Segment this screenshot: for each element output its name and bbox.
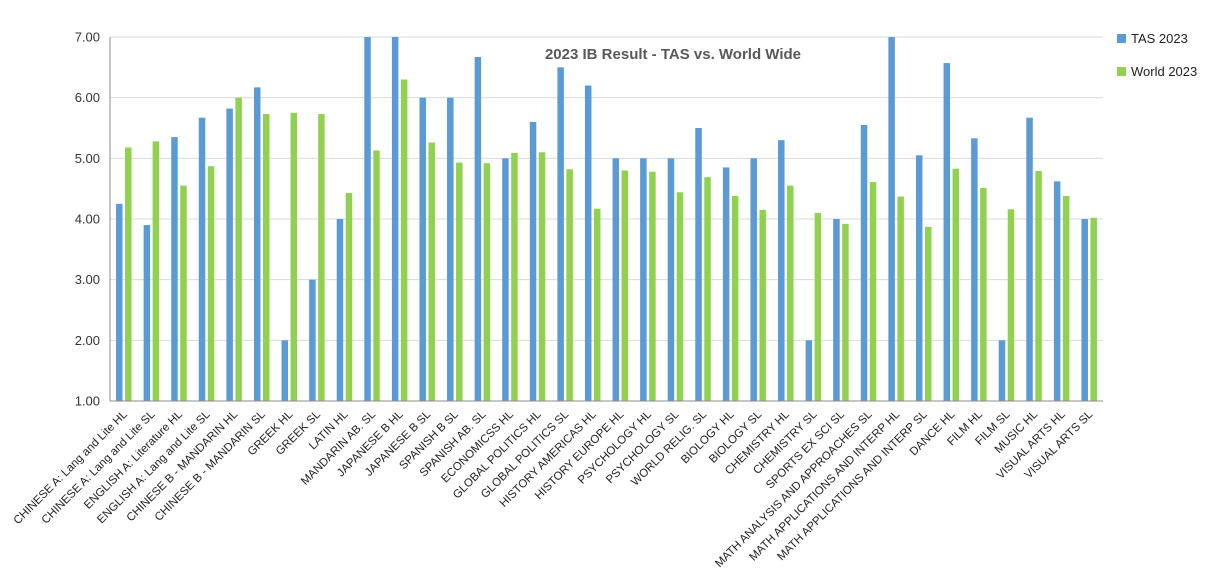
y-tick-label: 2.00 bbox=[75, 333, 100, 348]
bar-world-29 bbox=[924, 226, 932, 401]
bar-tas-15 bbox=[529, 121, 537, 402]
bar-world-6 bbox=[290, 112, 298, 401]
bar-world-19 bbox=[649, 171, 656, 401]
bar-world-27 bbox=[869, 181, 877, 401]
bar-tas-25 bbox=[805, 340, 813, 401]
bar-world-1 bbox=[152, 141, 160, 401]
bar-tas-8 bbox=[336, 219, 344, 401]
bar-world-9 bbox=[373, 150, 380, 401]
bar-tas-32 bbox=[998, 340, 1006, 401]
bar-world-23 bbox=[759, 209, 766, 401]
bar-world-30 bbox=[952, 168, 960, 401]
bar-world-31 bbox=[980, 188, 987, 401]
bar-world-11 bbox=[428, 142, 435, 401]
bar-world-34 bbox=[1062, 195, 1070, 401]
bar-tas-21 bbox=[695, 128, 702, 401]
bar-world-12 bbox=[456, 162, 463, 401]
bar-world-33 bbox=[1035, 171, 1042, 401]
legend-label: World 2023 bbox=[1131, 64, 1197, 79]
bar-tas-16 bbox=[557, 67, 564, 401]
bar-world-17 bbox=[593, 208, 601, 401]
bar-world-10 bbox=[400, 79, 408, 401]
bar-tas-10 bbox=[391, 37, 399, 401]
chart-title: 2023 IB Result - TAS vs. World Wide bbox=[545, 46, 801, 63]
bar-world-15 bbox=[538, 152, 546, 401]
y-tick-label: 3.00 bbox=[75, 272, 100, 287]
bar-world-5 bbox=[262, 114, 270, 402]
bar-tas-1 bbox=[143, 225, 151, 401]
bar-world-18 bbox=[621, 170, 629, 401]
bar-tas-34 bbox=[1053, 181, 1061, 401]
y-tick-label: 1.00 bbox=[75, 394, 100, 409]
bar-tas-6 bbox=[281, 340, 289, 401]
bar-tas-28 bbox=[888, 37, 895, 401]
bar-tas-11 bbox=[419, 97, 426, 402]
bar-world-8 bbox=[345, 192, 353, 401]
legend: TAS 2023 World 2023 bbox=[1117, 31, 1197, 79]
bar-tas-22 bbox=[722, 167, 730, 401]
bar-tas-30 bbox=[943, 63, 951, 402]
bar-world-2 bbox=[180, 185, 187, 401]
bar-world-7 bbox=[318, 114, 325, 402]
bar-world-26 bbox=[842, 223, 849, 401]
bar-world-0 bbox=[125, 147, 132, 401]
gridlines bbox=[110, 36, 1103, 341]
legend-swatch bbox=[1117, 34, 1126, 43]
bar-world-25 bbox=[814, 212, 822, 401]
bar-tas-23 bbox=[750, 158, 757, 401]
bar-tas-29 bbox=[915, 155, 923, 401]
bar-tas-35 bbox=[1081, 219, 1088, 401]
bar-tas-0 bbox=[116, 203, 123, 401]
y-tick-label: 7.00 bbox=[75, 30, 100, 45]
bar-world-24 bbox=[787, 185, 794, 401]
axes bbox=[109, 37, 1103, 402]
bar-world-32 bbox=[1007, 209, 1015, 401]
y-tick-labels: 1.00 2.00 3.00 4.00 5.00 6.00 7.00 bbox=[75, 30, 100, 409]
bar-tas-17 bbox=[584, 85, 592, 401]
bar-world-21 bbox=[704, 177, 711, 401]
bar-world-28 bbox=[897, 196, 904, 401]
bar-tas-13 bbox=[474, 57, 482, 402]
bar-tas-3 bbox=[198, 117, 206, 401]
y-tick-label: 5.00 bbox=[75, 151, 100, 166]
bar-tas-27 bbox=[860, 124, 868, 401]
bar-tas-5 bbox=[253, 87, 261, 401]
bar-world-14 bbox=[511, 152, 518, 401]
bar-world-13 bbox=[483, 163, 491, 401]
legend-swatch bbox=[1117, 67, 1126, 76]
bar-tas-24 bbox=[778, 140, 785, 401]
y-tick-label: 6.00 bbox=[75, 90, 100, 105]
bar-tas-7 bbox=[309, 279, 316, 401]
bar-tas-33 bbox=[1026, 117, 1033, 401]
bar-tas-9 bbox=[364, 37, 371, 401]
bar-tas-20 bbox=[667, 158, 675, 401]
bar-world-22 bbox=[731, 195, 739, 401]
legend-label: TAS 2023 bbox=[1131, 31, 1188, 46]
bar-world-4 bbox=[235, 97, 242, 402]
bar-tas-2 bbox=[171, 137, 178, 401]
bar-tas-26 bbox=[833, 219, 840, 401]
bar-tas-31 bbox=[971, 138, 978, 401]
bar-world-16 bbox=[566, 169, 573, 401]
bar-world-20 bbox=[676, 192, 684, 401]
bar-world-35 bbox=[1090, 217, 1097, 401]
bar-world-3 bbox=[207, 166, 215, 401]
bar-tas-12 bbox=[447, 97, 454, 402]
bars bbox=[116, 37, 1097, 402]
y-tick-label: 4.00 bbox=[75, 212, 100, 227]
bar-tas-18 bbox=[612, 158, 620, 401]
bar-tas-19 bbox=[640, 158, 647, 401]
bar-tas-4 bbox=[226, 108, 233, 401]
bar-tas-14 bbox=[502, 158, 509, 401]
